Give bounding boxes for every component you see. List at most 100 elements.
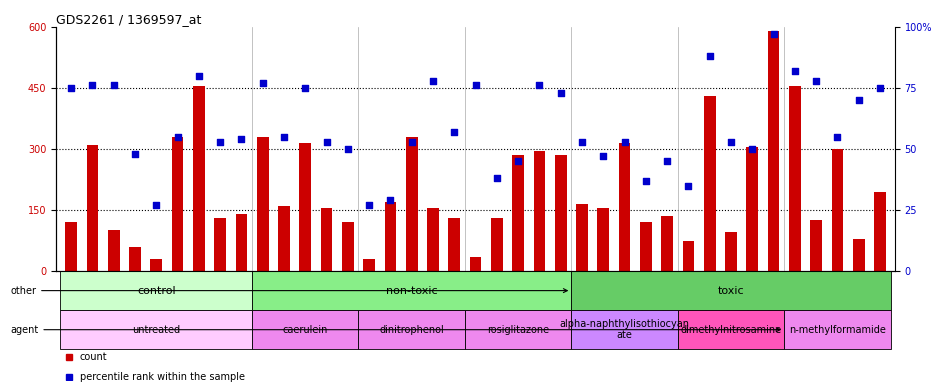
Bar (571, 271, 889, 310)
Text: dinitrophenol: dinitrophenol (379, 325, 444, 335)
Text: n-methylformamide: n-methylformamide (788, 325, 885, 335)
Point (340, 146, 355, 152)
Bar (320, 208, 332, 271)
Bar (405, 137, 417, 271)
Bar (746, 147, 757, 271)
Point (127, 151, 142, 157)
Bar (171, 137, 183, 271)
Bar (256, 137, 269, 271)
Bar (661, 216, 672, 271)
Bar (66, 222, 77, 271)
Bar (703, 96, 715, 271)
Text: control: control (137, 286, 175, 296)
Bar (512, 155, 523, 271)
Bar (464, 310, 571, 349)
Point (318, 139, 333, 145)
Bar (810, 220, 821, 271)
Bar (639, 222, 651, 271)
Text: agent: agent (10, 325, 780, 335)
Point (403, 139, 418, 145)
Bar (554, 155, 566, 271)
Point (446, 129, 461, 135)
Bar (151, 259, 162, 271)
Bar (788, 86, 799, 271)
Point (574, 139, 589, 145)
Bar (571, 310, 677, 349)
Bar (108, 230, 120, 271)
Text: GDS2261 / 1369597_at: GDS2261 / 1369597_at (56, 13, 201, 26)
Bar (681, 240, 694, 271)
Bar (767, 31, 779, 271)
Bar (129, 247, 140, 271)
Point (744, 146, 759, 152)
Point (149, 202, 164, 208)
Bar (252, 271, 571, 310)
Point (64, 85, 79, 91)
Bar (852, 238, 864, 271)
Point (701, 53, 716, 59)
Point (617, 139, 632, 145)
Text: untreated: untreated (132, 325, 180, 335)
Point (766, 31, 781, 37)
Bar (618, 143, 630, 271)
Point (106, 83, 121, 89)
Text: non-toxic: non-toxic (386, 286, 437, 296)
Bar (724, 232, 736, 271)
Point (383, 197, 398, 204)
Bar (363, 259, 374, 271)
Point (361, 202, 376, 208)
Point (723, 139, 738, 145)
Point (212, 139, 227, 145)
Point (298, 85, 313, 91)
Point (532, 83, 547, 89)
Point (169, 134, 184, 140)
Point (808, 78, 823, 84)
Text: caerulein: caerulein (283, 325, 328, 335)
Bar (86, 145, 98, 271)
Bar (61, 310, 252, 349)
Bar (252, 310, 358, 349)
Bar (830, 149, 842, 271)
Point (191, 73, 206, 79)
Bar (677, 310, 783, 349)
Text: count: count (80, 352, 108, 362)
Point (786, 68, 801, 74)
Point (680, 182, 695, 189)
Bar (235, 214, 247, 271)
Bar (384, 202, 396, 271)
Bar (469, 257, 481, 271)
Bar (61, 271, 252, 310)
Bar (448, 218, 460, 271)
Point (850, 97, 865, 103)
Bar (214, 218, 226, 271)
Bar (576, 204, 587, 271)
Point (871, 85, 886, 91)
Point (595, 153, 610, 159)
Point (234, 136, 249, 142)
Point (489, 175, 504, 181)
Point (829, 134, 844, 140)
Text: alpha-naphthylisothiocyan
ate: alpha-naphthylisothiocyan ate (559, 319, 689, 341)
Point (510, 158, 525, 164)
Bar (533, 151, 545, 271)
Bar (342, 222, 353, 271)
Text: other: other (10, 286, 566, 296)
Bar (193, 86, 204, 271)
Text: dimethylnitrosamine: dimethylnitrosamine (680, 325, 781, 335)
Point (552, 90, 567, 96)
Text: toxic: toxic (717, 286, 743, 296)
Point (467, 83, 483, 89)
Text: percentile rank within the sample: percentile rank within the sample (80, 372, 244, 382)
Bar (300, 143, 311, 271)
Bar (597, 208, 608, 271)
Text: rosiglitazone: rosiglitazone (487, 325, 548, 335)
Point (276, 134, 291, 140)
Bar (873, 192, 885, 271)
Point (659, 158, 674, 164)
Bar (427, 208, 438, 271)
Point (637, 178, 652, 184)
Bar (278, 206, 289, 271)
Bar (358, 310, 464, 349)
Point (425, 78, 440, 84)
Point (255, 80, 270, 86)
